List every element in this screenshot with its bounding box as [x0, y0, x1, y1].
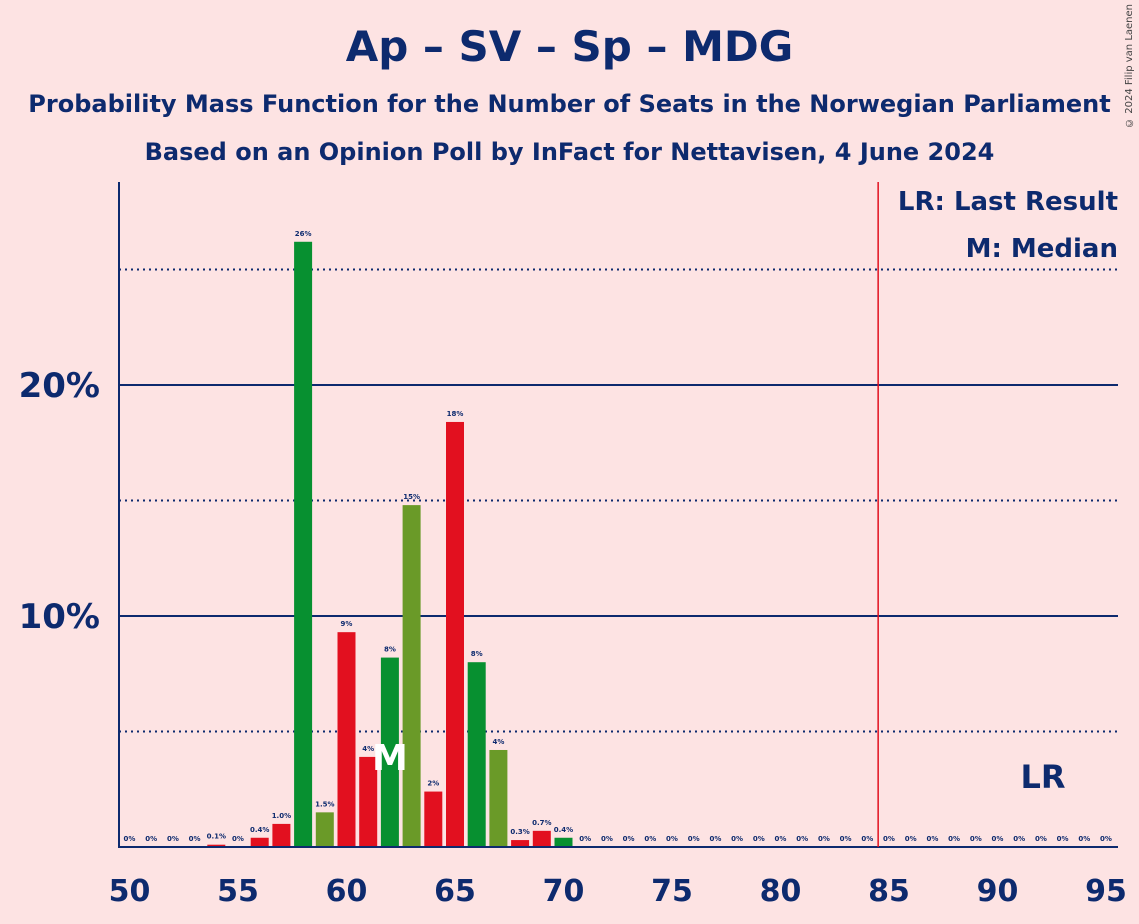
bar-seat-61 [359, 756, 378, 847]
x-tick-label: 90 [977, 874, 1019, 909]
data-label: 0.3% [510, 828, 529, 836]
markers: LR M [372, 182, 1066, 847]
bar-seat-62 [380, 657, 399, 847]
x-tick-label: 70 [543, 874, 585, 909]
data-label: 8% [471, 650, 483, 658]
bar-seat-63 [402, 505, 421, 847]
x-tick-label: 55 [217, 874, 259, 909]
data-label: 0% [579, 835, 591, 843]
chart-title: Ap – SV – Sp – MDG [345, 22, 794, 71]
bar-seat-58 [294, 241, 313, 847]
y-tick-label: 20% [19, 366, 100, 406]
data-label: 0.4% [554, 826, 573, 834]
median-marker: M [372, 738, 408, 779]
data-label: 1.5% [315, 800, 334, 808]
data-label: 0% [189, 835, 201, 843]
bar-seat-56 [250, 837, 269, 847]
bar-seat-69 [532, 830, 551, 847]
data-label: 0% [1078, 835, 1090, 843]
data-label: 0% [1013, 835, 1025, 843]
data-label: 18% [447, 410, 464, 418]
chart-subtitle-source: Based on an Opinion Poll by InFact for N… [144, 138, 995, 166]
bar-seat-57 [272, 823, 291, 847]
legend-last-result: LR: Last Result [898, 187, 1118, 217]
data-label: 15% [403, 493, 420, 501]
bar-seat-60 [337, 632, 356, 847]
chart-subtitle: Probability Mass Function for the Number… [28, 90, 1111, 118]
data-label: 0% [124, 835, 136, 843]
data-label: 0% [840, 835, 852, 843]
x-tick-label: 65 [434, 874, 476, 909]
data-label: 0% [861, 835, 873, 843]
data-label: 0% [970, 835, 982, 843]
data-label: 0% [775, 835, 787, 843]
bar-seat-54 [207, 844, 226, 847]
data-labels: 0% 0% 0% 0% 0.1% 0%0.4%1.0%26%1.5%9%4%8%15%2%… [124, 230, 1112, 843]
data-label: 0% [601, 835, 613, 843]
data-label: 0% [688, 835, 700, 843]
data-label: 8% [384, 646, 396, 654]
bar-seat-67 [489, 749, 508, 847]
data-label: 0.4% [250, 826, 269, 834]
data-label: 0% [1100, 835, 1112, 843]
data-label: 0.1% [207, 833, 226, 841]
x-tick-label: 80 [760, 874, 802, 909]
x-tick-label: 50 [109, 874, 151, 909]
data-label: 4% [492, 738, 504, 746]
bar-seat-66 [467, 662, 486, 847]
data-label: 0% [709, 835, 721, 843]
bars [207, 241, 573, 847]
bar-seat-68 [511, 840, 530, 847]
data-label: 26% [295, 230, 312, 238]
data-label: 0% [992, 835, 1004, 843]
bar-seat-65 [446, 421, 464, 847]
legend-median: M: Median [966, 234, 1118, 264]
data-label: 1.0% [272, 812, 291, 820]
x-tick-label: 60 [326, 874, 368, 909]
y-tick-label: 10% [19, 597, 100, 637]
axes: 10% 20% 50 55 60 65 70 75 80 85 90 95 [19, 182, 1127, 909]
data-label: 0% [818, 835, 830, 843]
data-label: 0% [1035, 835, 1047, 843]
bar-seat-70 [554, 837, 573, 847]
data-label: 0% [883, 835, 895, 843]
bar-seat-59 [315, 812, 334, 847]
data-label: 0% [145, 835, 157, 843]
data-label: 0% [926, 835, 938, 843]
data-label: 0% [644, 835, 656, 843]
x-tick-label: 95 [1085, 874, 1127, 909]
data-label: 0% [666, 835, 678, 843]
data-label: 0% [623, 835, 635, 843]
data-label: 0% [948, 835, 960, 843]
data-label: 0% [731, 835, 743, 843]
data-label: 9% [341, 620, 353, 628]
data-label: 0% [796, 835, 808, 843]
data-label: 0% [232, 835, 244, 843]
data-label: 0% [753, 835, 765, 843]
x-tick-label: 85 [868, 874, 910, 909]
data-label: 0% [1057, 835, 1069, 843]
data-label: 0.7% [532, 819, 551, 827]
data-label: 4% [362, 745, 374, 753]
bar-seat-64 [424, 791, 443, 847]
gridlines [119, 268, 1118, 733]
data-label: 0% [905, 835, 917, 843]
data-label: 0% [167, 835, 179, 843]
x-tick-label: 75 [651, 874, 693, 909]
data-label: 2% [427, 780, 439, 788]
last-result-label: LR [1020, 758, 1065, 796]
